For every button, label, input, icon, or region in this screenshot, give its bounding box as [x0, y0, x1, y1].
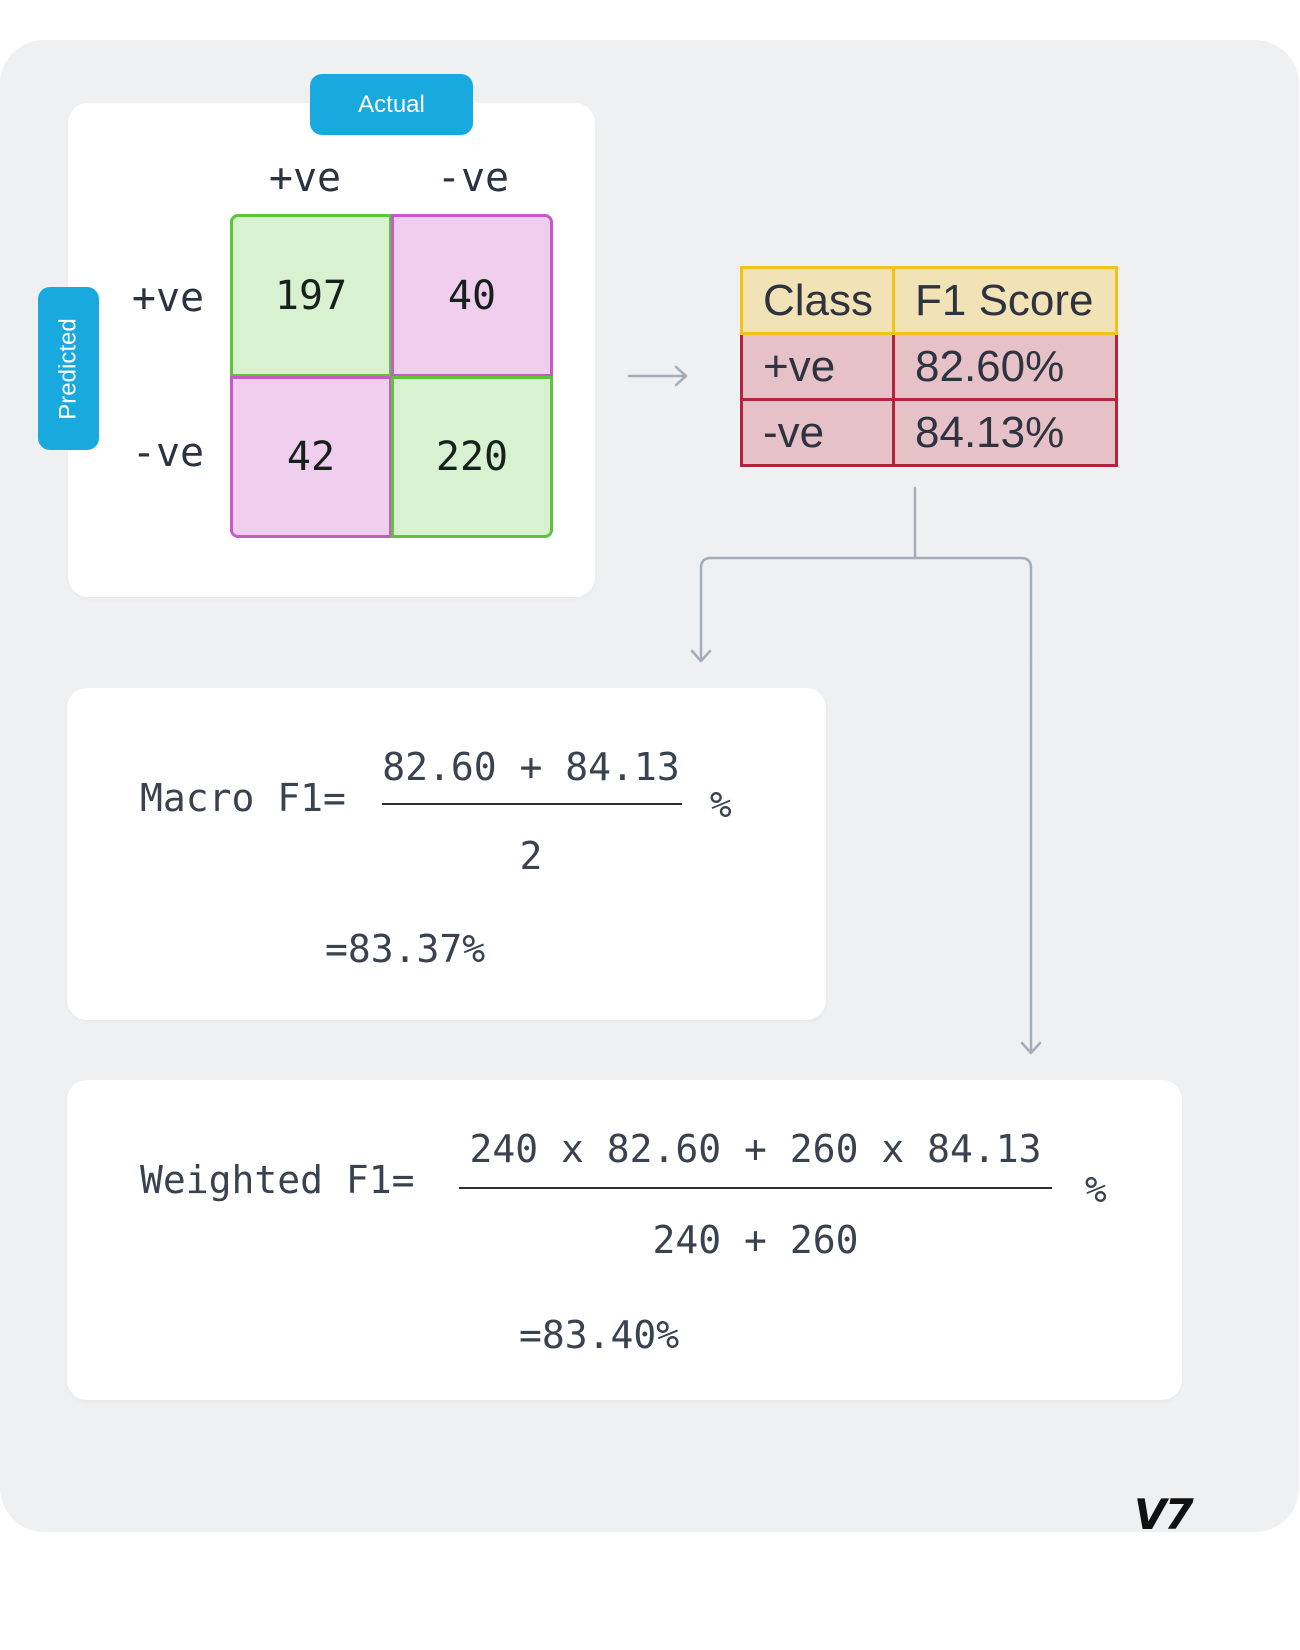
predicted-label-pill: Predicted	[38, 287, 99, 450]
predicted-label: Predicted	[54, 317, 82, 420]
matrix-cell-false-negative: 42	[230, 376, 392, 538]
weighted-f1-denominator: 240 + 260	[652, 1218, 859, 1262]
table-header-row: Class F1 Score	[740, 266, 1118, 335]
matrix-cell-true-negative: 220	[391, 376, 553, 538]
macro-f1-percent: %	[710, 785, 732, 826]
macro-f1-result: =83.37%	[325, 927, 486, 971]
weighted-f1-result: =83.40%	[519, 1313, 680, 1357]
weighted-f1-fraction-bar	[459, 1187, 1052, 1189]
table-header-class: Class	[740, 266, 895, 335]
weighted-f1-label: Weighted F1=	[140, 1158, 415, 1202]
col-label-positive: +ve	[268, 155, 342, 201]
weighted-f1-percent: %	[1085, 1170, 1107, 1211]
actual-label-pill: Actual	[310, 74, 473, 135]
table-row: +ve 82.60%	[740, 332, 1118, 401]
matrix-cell-true-positive: 197	[230, 214, 392, 377]
matrix-cell-false-positive: 40	[391, 214, 553, 377]
col-label-negative: -ve	[436, 155, 510, 201]
row-label-positive: +ve	[131, 275, 205, 321]
table-cell-class: +ve	[740, 332, 895, 401]
f1-score-table: Class F1 Score +ve 82.60% -ve 84.13%	[740, 266, 1118, 467]
table-header-f1: F1 Score	[892, 266, 1118, 335]
macro-f1-numerator: 82.60 + 84.13	[382, 745, 680, 789]
v7-logo: V7	[1134, 1490, 1194, 1539]
macro-f1-denominator: 2	[519, 834, 543, 878]
macro-f1-card	[67, 688, 826, 1020]
table-cell-score: 82.60%	[892, 332, 1118, 401]
table-cell-score: 84.13%	[892, 398, 1118, 467]
table-row: -ve 84.13%	[740, 398, 1118, 467]
macro-f1-label: Macro F1=	[140, 776, 346, 820]
row-label-negative: -ve	[131, 430, 205, 476]
actual-label: Actual	[358, 90, 425, 118]
table-cell-class: -ve	[740, 398, 895, 467]
weighted-f1-card	[67, 1080, 1182, 1400]
v7-logo-text: V7	[1134, 1490, 1194, 1539]
weighted-f1-numerator: 240 x 82.60 + 260 x 84.13	[469, 1127, 1042, 1171]
macro-f1-fraction-bar	[382, 803, 682, 805]
